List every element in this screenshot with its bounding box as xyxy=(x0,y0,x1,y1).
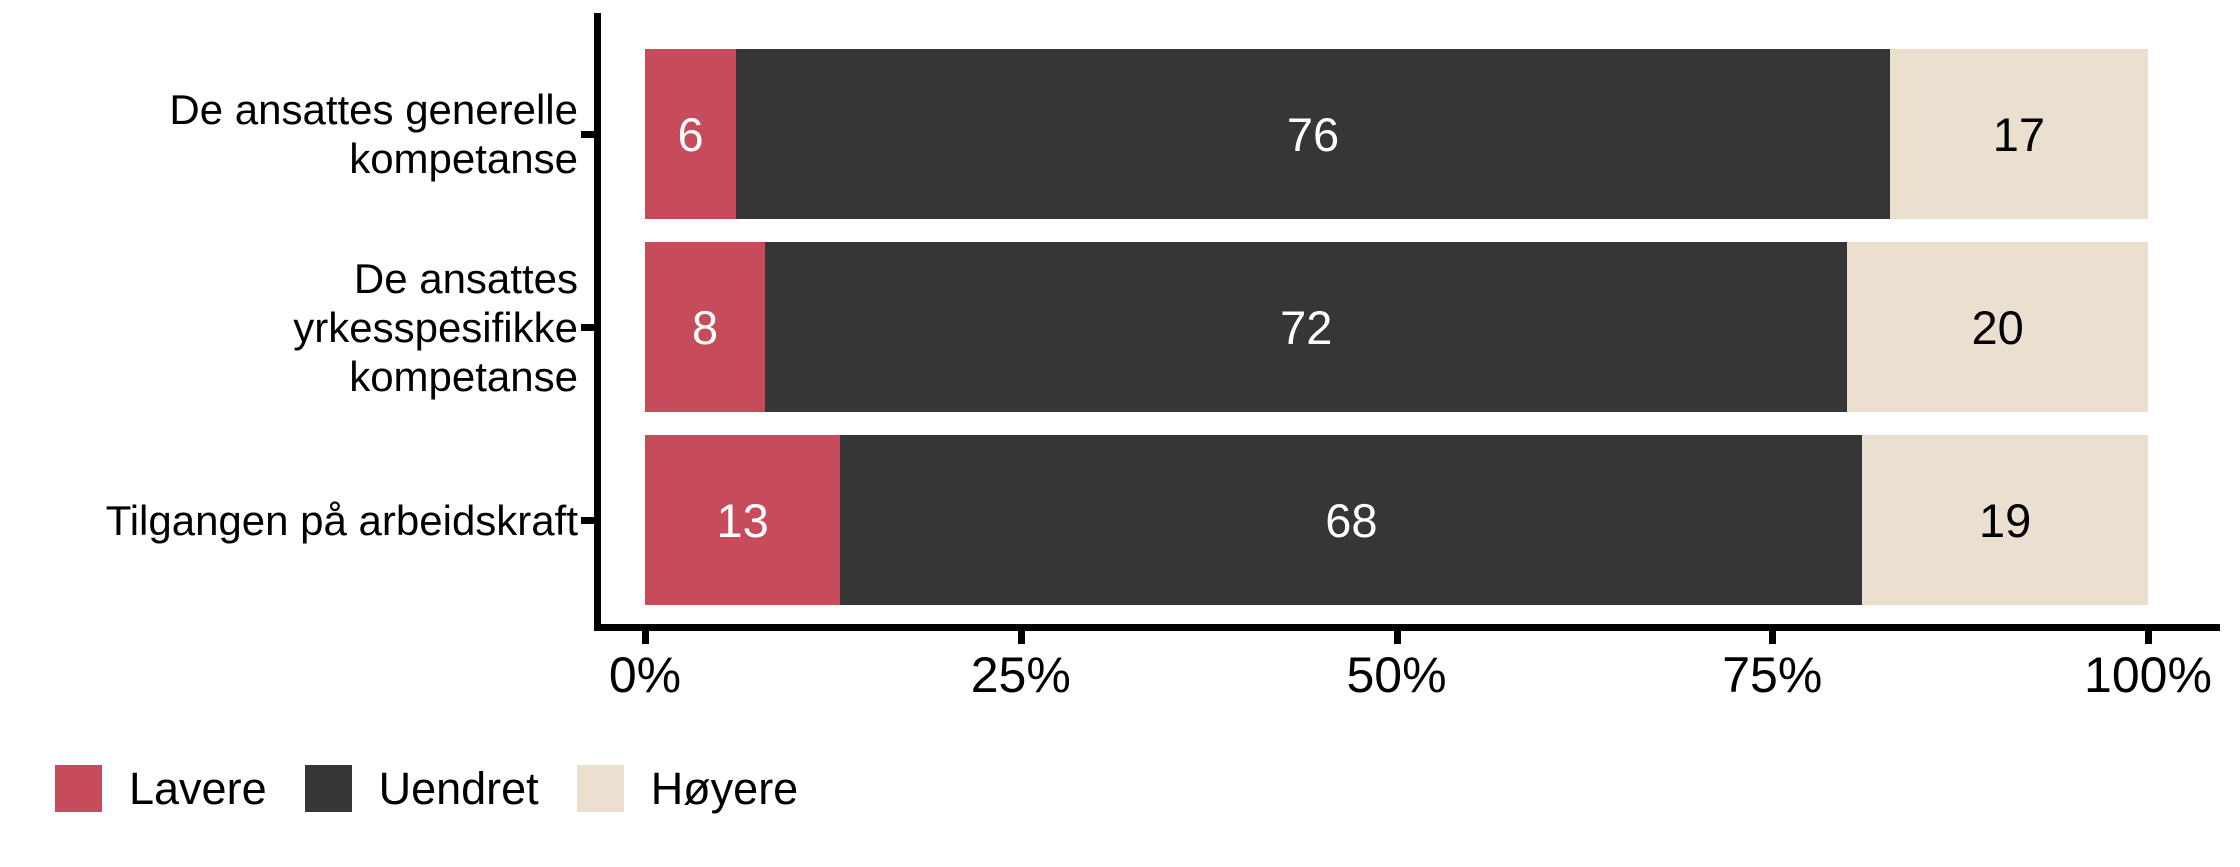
y-axis-tick xyxy=(581,324,594,331)
legend-item-hoyere: Høyere xyxy=(576,762,799,814)
bar-value-label: 6 xyxy=(677,107,704,161)
bar-segment-lavere: 8 xyxy=(645,242,766,412)
x-axis-tick-label: 75% xyxy=(1722,647,1823,703)
bar-value-label: 8 xyxy=(692,300,719,354)
x-axis-tick xyxy=(1769,631,1777,644)
bar-value-label: 20 xyxy=(1971,300,2024,354)
bar-value-label: 13 xyxy=(716,493,769,547)
bar-row: 6 76 17 xyxy=(645,49,2148,219)
category-label-line: kompetanse xyxy=(349,352,578,400)
x-axis-tick-label: 100% xyxy=(2084,647,2212,703)
bar-value-label: 72 xyxy=(1280,300,1333,354)
category-label: Tilgangen på arbeidskraft xyxy=(0,435,578,605)
category-label: De ansattes yrkesspesifikke kompetanse xyxy=(0,242,578,412)
bar-value-label: 76 xyxy=(1286,107,1340,161)
bar-value-label: 68 xyxy=(1325,493,1378,547)
category-label-line: De ansattes generelle xyxy=(169,86,578,133)
category-label-line: yrkesspesifikke xyxy=(293,303,578,351)
bar-segment-lavere: 6 xyxy=(645,49,737,219)
x-axis-tick-label: 25% xyxy=(970,647,1071,703)
bar-segment-hoyere: 20 xyxy=(1847,242,2148,412)
y-axis-tick xyxy=(581,517,594,524)
bar-value-label: 19 xyxy=(1979,493,2032,547)
bar-segment-uendret: 68 xyxy=(840,435,1863,605)
y-axis-tick xyxy=(581,131,594,138)
x-axis-tick-label: 0% xyxy=(608,647,682,703)
bar-segment-lavere: 13 xyxy=(645,435,841,605)
legend-item-lavere: Lavere xyxy=(55,762,267,814)
bar-row: 13 68 19 xyxy=(645,435,2148,605)
legend-swatch-lavere xyxy=(55,764,102,812)
x-axis-tick xyxy=(1393,631,1401,644)
category-label: De ansattes generelle kompetanse xyxy=(0,49,578,219)
bar-value-label: 17 xyxy=(1992,107,2046,161)
category-label-line: De ansattes xyxy=(353,254,578,302)
bar-row: 8 72 20 xyxy=(645,242,2148,412)
bar-segment-hoyere: 17 xyxy=(1889,49,2148,219)
legend-item-uendret: Uendret xyxy=(304,762,539,814)
bar-segment-hoyere: 19 xyxy=(1862,435,2148,605)
legend-swatch-hoyere xyxy=(576,764,624,812)
legend-label: Høyere xyxy=(650,762,799,814)
x-axis-tick xyxy=(642,631,649,644)
x-axis-tick xyxy=(2145,631,2152,644)
legend-swatch-uendret xyxy=(304,764,352,812)
category-label-line: kompetanse xyxy=(349,135,578,182)
category-label-line: Tilgangen på arbeidskraft xyxy=(105,496,578,544)
x-axis-tick xyxy=(1017,631,1025,644)
legend-label: Uendret xyxy=(378,762,539,814)
x-axis-tick-label: 50% xyxy=(1346,647,1447,703)
bar-segment-uendret: 76 xyxy=(736,49,1890,219)
bar-segment-uendret: 72 xyxy=(765,242,1848,412)
y-axis-line xyxy=(594,13,601,631)
legend: Lavere Uendret Høyere xyxy=(55,762,798,814)
legend-label: Lavere xyxy=(129,762,267,814)
x-axis-line xyxy=(594,624,2220,631)
